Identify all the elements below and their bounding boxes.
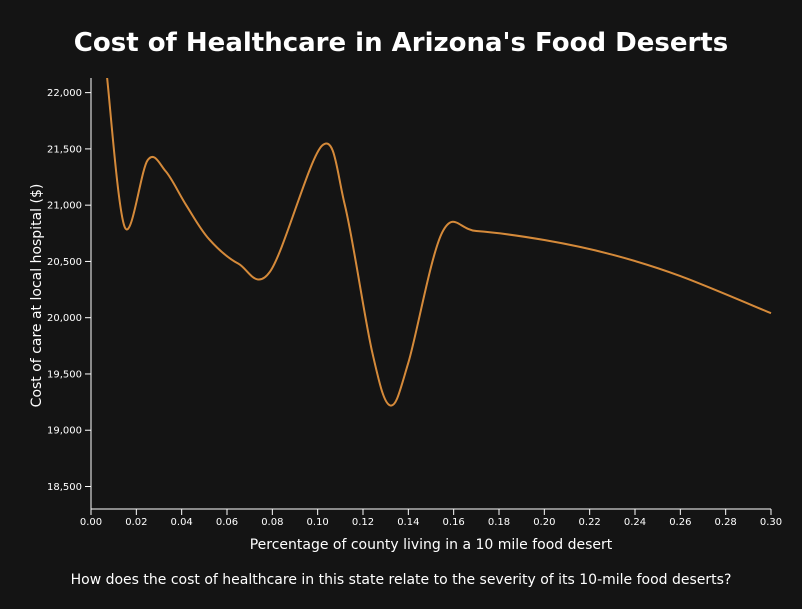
x-tick-label: 0.00 [80, 517, 102, 528]
y-tick-label: 21,500 [47, 144, 82, 155]
x-tick-label: 0.02 [125, 517, 147, 528]
chart-title: Cost of Healthcare in Arizona's Food Des… [73, 28, 729, 58]
x-tick-label: 0.14 [397, 517, 419, 528]
x-tick-label: 0.20 [533, 517, 555, 528]
x-tick-label: 0.22 [579, 517, 601, 528]
y-tick-label: 18,500 [47, 482, 82, 493]
x-tick-label: 0.04 [171, 517, 193, 528]
y-tick-label: 20,500 [47, 257, 82, 268]
x-tick-label: 0.26 [669, 517, 691, 528]
y-tick-label: 22,000 [47, 88, 82, 99]
series-line [106, 78, 772, 407]
x-tick-label: 0.06 [216, 517, 238, 528]
x-tick-label: 0.30 [760, 517, 782, 528]
y-axis: 18,500 19,000 19,500 20,000 20,500 21,000 21,5… [47, 78, 92, 509]
x-axis: 0.00 0.02 0.04 0.06 0.08 0.10 0.12 0.14 0.16 0.18… [80, 508, 782, 528]
y-tick-label: 20,000 [47, 313, 82, 324]
x-tick-label: 0.12 [352, 517, 374, 528]
x-tick-label: 0.18 [488, 517, 510, 528]
x-tick-label: 0.10 [307, 517, 329, 528]
y-axis-title: Cost of care at local hospital ($) [29, 184, 45, 408]
x-tick-label: 0.08 [261, 517, 283, 528]
x-tick-label: 0.28 [715, 517, 737, 528]
chart-caption: How does the cost of healthcare in this … [70, 572, 732, 588]
x-axis-title: Percentage of county living in a 10 mile… [250, 537, 613, 553]
x-tick-label: 0.24 [624, 517, 646, 528]
x-tick-label: 0.16 [443, 517, 465, 528]
y-tick-label: 19,000 [47, 426, 82, 437]
y-tick-label: 19,500 [47, 369, 82, 380]
y-tick-label: 21,000 [47, 201, 82, 212]
